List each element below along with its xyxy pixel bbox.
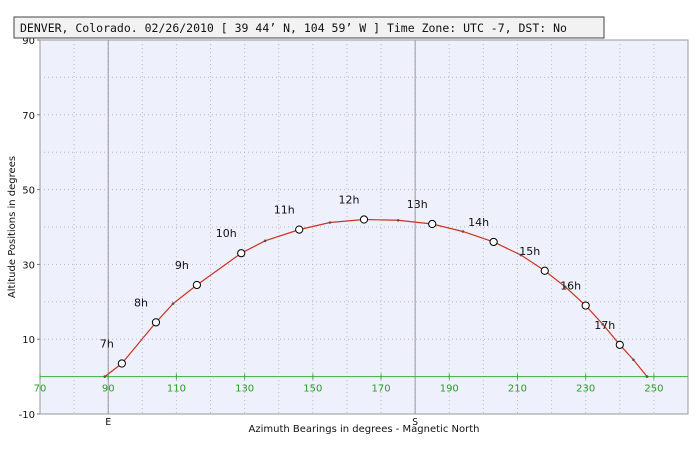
- hour-marker: [237, 249, 246, 258]
- sun-path-dot: [103, 375, 107, 378]
- sun-path-dot: [396, 218, 400, 222]
- x-tick-label: 90: [102, 384, 115, 395]
- hour-label: 8h: [134, 296, 148, 309]
- hour-marker: [295, 225, 304, 234]
- x-tick-label: 190: [440, 384, 459, 395]
- hour-marker: [540, 266, 549, 275]
- x-axis-label: Azimuth Bearings in degrees - Magnetic N…: [249, 424, 480, 435]
- y-tick-label: 70: [22, 111, 35, 122]
- hour-marker: [615, 340, 624, 349]
- hour-label: 10h: [216, 227, 237, 240]
- sun-path-dot: [563, 285, 567, 289]
- x-tick-label: 70: [34, 384, 47, 395]
- hour-marker: [428, 219, 437, 229]
- sun-path-dot: [601, 322, 605, 326]
- hour-label: 12h: [339, 194, 360, 207]
- x-tick-label: 130: [235, 384, 254, 395]
- y-tick-label: 30: [22, 260, 35, 271]
- hour-marker-layer: 7h 8h 9h 10h 11h 12h 13h 14h 15h 16h 17h: [100, 194, 624, 368]
- y-axis-label: Altitude Positions in degrees: [7, 156, 18, 298]
- x-tick-label: 150: [303, 384, 322, 395]
- hour-label: 17h: [594, 319, 615, 332]
- cardinal-label-e: E: [105, 417, 111, 428]
- tick-label-layer: E S 70 90 110 130 150 170 190 210 230 250 90 70 50 30 10…: [19, 36, 664, 428]
- sun-path-dot: [263, 239, 267, 243]
- hour-marker: [117, 359, 126, 368]
- hour-marker: [489, 237, 498, 247]
- sun-path-dot: [328, 221, 332, 224]
- x-tick-label: 230: [576, 384, 595, 395]
- hour-marker: [359, 215, 369, 224]
- hour-label: 16h: [560, 280, 581, 293]
- x-tick-label: 210: [508, 384, 527, 395]
- x-tick-label: 110: [167, 384, 186, 395]
- title-box: [13, 16, 605, 39]
- reference-lines: [40, 40, 688, 414]
- sun-path-line: [104, 218, 648, 378]
- hour-label: 9h: [175, 259, 189, 272]
- sun-path-dot: [171, 302, 175, 305]
- sun-path-dot: [632, 358, 635, 362]
- sun-path-dot: [461, 230, 465, 233]
- hour-label: 15h: [519, 245, 540, 258]
- x-tick-label: 170: [372, 384, 391, 395]
- hour-label: 14h: [468, 216, 489, 229]
- chart-title: DENVER, Colorado. 02/26/2010 [ 39 44’ N,…: [20, 21, 567, 35]
- hour-marker: [151, 318, 161, 327]
- sun-path-dot: [519, 253, 523, 257]
- y-tick-label: -10: [19, 410, 35, 421]
- hour-label: 11h: [274, 204, 295, 217]
- x-tick-label: 250: [644, 384, 663, 395]
- y-tick-label: 10: [22, 335, 35, 346]
- hour-marker: [581, 301, 590, 310]
- y-tick-label: 90: [22, 36, 35, 47]
- hour-label: 7h: [100, 338, 114, 351]
- cardinal-label-s: S: [412, 417, 418, 428]
- hour-marker: [192, 280, 201, 290]
- sun-path-dot: [645, 375, 649, 378]
- y-tick-label: 50: [22, 186, 35, 197]
- hour-label: 13h: [407, 198, 428, 211]
